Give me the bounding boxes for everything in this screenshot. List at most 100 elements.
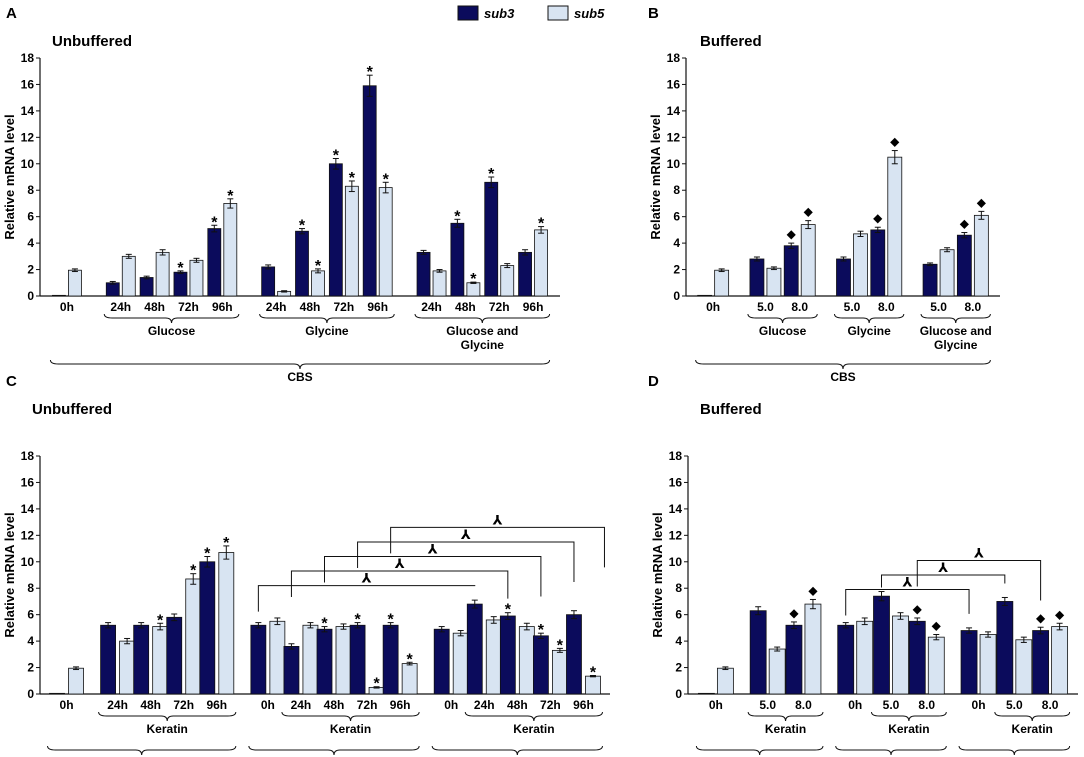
bar-sub5-3 [189, 259, 204, 297]
x-tick-label: 8.0 [878, 300, 895, 314]
bar-sub3-12 [518, 251, 532, 297]
bar-sub5-1 [121, 255, 136, 297]
comparison-bracket [881, 574, 1006, 588]
bar-sub3-1 [105, 282, 120, 297]
bar-sub3-8 [1032, 630, 1050, 695]
y-tick-label: 0 [675, 687, 682, 701]
bar-sub5-5 [939, 249, 955, 297]
y-tick-label: 10 [21, 555, 35, 569]
legend-swatch-sub3 [457, 5, 479, 21]
y-tick-label: 8 [675, 581, 682, 595]
group-brace [259, 313, 395, 324]
star-mark: * [333, 147, 340, 164]
bar-sub3-1 [749, 258, 765, 297]
panel-letter: A [6, 5, 17, 22]
group-label: Keratin [513, 722, 554, 736]
bar-sub3-2 [785, 624, 803, 695]
bar-sub3-8 [362, 85, 377, 297]
star-mark: * [488, 166, 495, 183]
diamond-mark: ◆ [977, 195, 987, 209]
star-mark: * [315, 258, 322, 275]
bar-sub3-1 [749, 610, 767, 695]
bar-sub3-0 [697, 692, 715, 695]
x-tick-label: 24h [266, 300, 287, 314]
group-label: CBS [830, 370, 855, 384]
star-mark: * [470, 271, 477, 288]
bar-sub5-2 [804, 603, 822, 695]
y-tick-label: 4 [675, 634, 682, 648]
bar-sub3-2 [133, 624, 150, 695]
x-tick-label: 96h [573, 698, 594, 712]
y-axis-label: Relative mRNA level [650, 512, 665, 637]
diamond-mark: ◆ [960, 217, 970, 231]
bar-sub3-5 [250, 624, 267, 695]
legend-label-sub5: sub5 [574, 6, 605, 21]
star-mark: * [299, 218, 306, 235]
star-mark: * [204, 545, 211, 562]
star-mark: * [367, 64, 374, 81]
x-tick-label: 0h [972, 698, 986, 712]
star-mark: * [190, 563, 197, 580]
x-tick-label: 48h [144, 300, 165, 314]
panel-letter: B [648, 5, 659, 22]
bar-sub3-9 [416, 251, 431, 297]
x-tick-label: 72h [540, 698, 561, 712]
group-brace [414, 313, 551, 324]
x-tick-label: 24h [474, 698, 495, 712]
star-mark: * [538, 622, 545, 639]
x-tick-label: 48h [324, 698, 345, 712]
group-label: Glucose and [920, 324, 992, 338]
star-mark: * [227, 188, 234, 205]
bar-sub3-7 [996, 601, 1014, 695]
y-axis-label: Relative mRNA level [648, 114, 663, 239]
diamond-mark: ◆ [1055, 607, 1065, 621]
x-tick-label: 96h [206, 698, 227, 712]
y-tick-label: 10 [669, 555, 683, 569]
diamond-mark: ◆ [913, 602, 923, 616]
diamond-mark: ◆ [808, 583, 818, 597]
x-tick-label: 5.0 [844, 300, 861, 314]
bar-sub5-0 [68, 269, 82, 297]
y-tick-label: 12 [667, 130, 681, 144]
diamond-mark: ◆ [787, 227, 797, 241]
bar-sub5-8 [378, 187, 393, 297]
y-tick-label: 18 [21, 51, 35, 65]
bar-sub5-3 [856, 620, 874, 695]
bracket-arrow-mark: ⅄ [362, 571, 372, 586]
bar-sub3-13 [533, 635, 549, 695]
x-tick-label: 96h [390, 698, 411, 712]
comparison-bracket [845, 589, 970, 616]
y-axis-label: Relative mRNA level [2, 114, 17, 239]
panel-a: A Unbuffered Relative mRNA level 0 2 4 6 8 10 12 1… [2, 5, 560, 384]
bar-sub3-4 [207, 228, 222, 297]
y-tick-label: 12 [21, 130, 35, 144]
panel-title: Unbuffered [52, 33, 132, 50]
bar-sub5-12 [534, 229, 548, 297]
bar-sub3-4 [199, 561, 216, 695]
y-tick-label: 4 [27, 634, 34, 648]
x-tick-label: 0h [60, 300, 74, 314]
bar-sub5-9 [432, 270, 447, 297]
bar-sub3-11 [484, 181, 499, 297]
star-mark: * [354, 612, 361, 629]
group-brace [835, 745, 947, 756]
panel-letter: D [648, 373, 659, 390]
group-brace [871, 711, 947, 722]
bar-sub3-4 [870, 229, 886, 297]
bracket-arrow-mark: ⅄ [902, 575, 912, 590]
group-brace [747, 711, 824, 722]
comparison-bracket [290, 570, 509, 599]
bar-sub3-6 [960, 630, 978, 695]
x-tick-label: 5.0 [930, 300, 947, 314]
panel-letter: C [6, 373, 17, 390]
comparison-bracket [257, 585, 476, 612]
y-tick-label: 4 [673, 236, 680, 250]
star-mark: * [373, 676, 380, 693]
x-tick-label: 0h [709, 698, 723, 712]
star-mark: * [321, 616, 328, 633]
bar-sub3-7 [316, 628, 333, 695]
y-tick-label: 6 [27, 210, 34, 224]
bar-sub3-4 [873, 595, 890, 695]
bar-sub5-2 [155, 251, 170, 297]
group-label: Keratin [330, 722, 371, 736]
